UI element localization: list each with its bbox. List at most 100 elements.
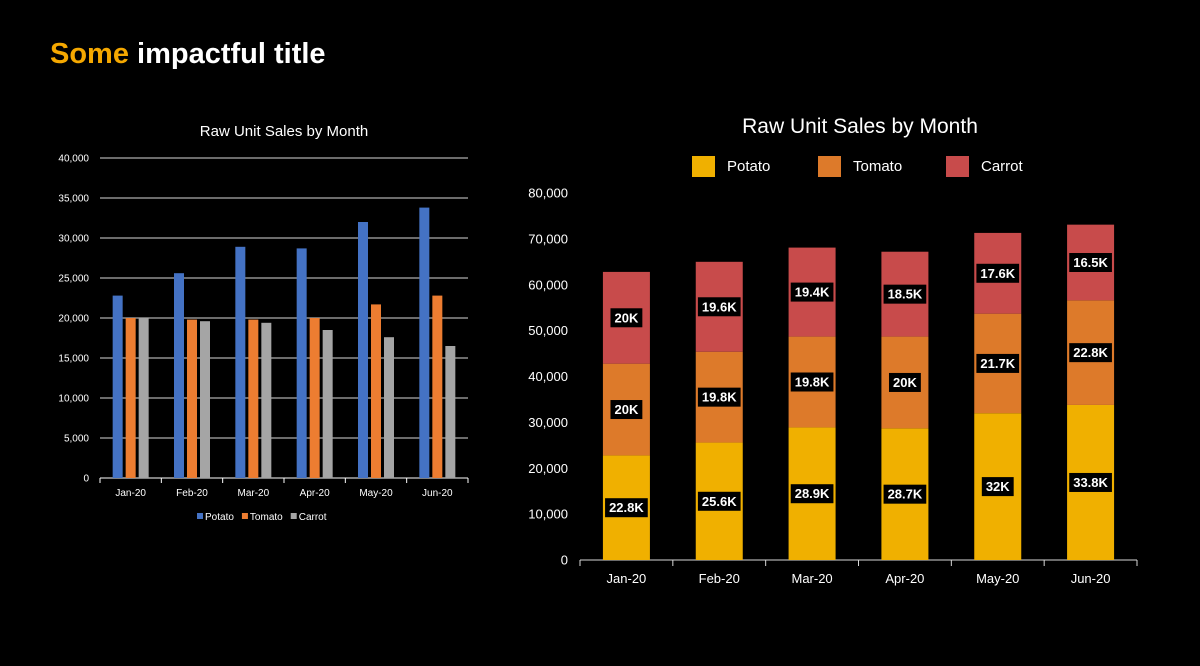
data-label: 28.7K: [883, 484, 927, 504]
data-label-text: 32K: [986, 479, 1010, 494]
left-x-tick-label: Jan-20: [115, 488, 146, 499]
data-label-text: 16.5K: [1073, 255, 1108, 270]
slide-title-rest: impactful title: [137, 38, 326, 70]
left-legend-label: Tomato: [250, 512, 283, 523]
right-y-tick-label: 10,000: [528, 507, 568, 522]
right-x-tick-label: May-20: [976, 571, 1019, 586]
left-x-tick-label: Jun-20: [422, 488, 453, 499]
right-y-tick-label: 70,000: [528, 231, 568, 246]
left-bar-potato: [296, 248, 307, 478]
data-label-background: [790, 372, 834, 392]
data-label-text: 22.8K: [1073, 345, 1108, 360]
left-bar-potato: [419, 207, 430, 478]
data-label-background: [1069, 472, 1112, 492]
left-bar-tomato: [309, 318, 320, 478]
right-x-tick-label: Feb-20: [699, 571, 740, 586]
right-legend-swatch-potato: [692, 156, 715, 177]
data-label-text: 20K: [893, 375, 917, 390]
left-x-tick-label: Feb-20: [176, 488, 208, 499]
left-x-tick-label: Apr-20: [300, 488, 330, 499]
left-bar-tomato: [371, 304, 381, 478]
left-bar-tomato: [248, 319, 259, 478]
left-bar-potato: [358, 222, 368, 478]
data-label: 19.6K: [697, 297, 741, 317]
right-y-tick-label: 80,000: [528, 186, 568, 201]
slide-title-accent: Some: [50, 38, 129, 70]
data-label-background: [883, 284, 927, 304]
left-bar-carrot: [445, 346, 456, 478]
data-label-background: [883, 484, 927, 504]
left-chart-title: Raw Unit Sales by Month: [200, 123, 368, 140]
left-y-tick-label: 5,000: [64, 434, 89, 445]
data-label: 21.7K: [976, 353, 1020, 373]
right-legend-label: Tomato: [853, 158, 902, 175]
data-label-background: [976, 263, 1020, 283]
data-label-text: 20K: [614, 310, 638, 325]
data-label-text: 22.8K: [609, 500, 644, 515]
left-legend-label: Carrot: [299, 512, 327, 523]
data-label-text: 28.7K: [888, 487, 923, 502]
data-label: 22.8K: [1069, 343, 1112, 363]
data-label-background: [610, 400, 643, 420]
right-y-tick-label: 0: [561, 553, 568, 568]
left-bar-potato: [112, 295, 123, 478]
right-legend-swatch-carrot: [946, 156, 969, 177]
data-label-background: [790, 484, 834, 504]
left-y-tick-label: 10,000: [58, 394, 89, 405]
left-legend-swatch-carrot: [290, 513, 297, 519]
data-label-background: [610, 308, 643, 328]
data-label: 20K: [610, 400, 643, 420]
left-legend-label: Potato: [205, 512, 234, 523]
left-bar-potato: [174, 273, 184, 478]
left-bar-tomato: [187, 319, 197, 478]
data-label: 19.8K: [790, 372, 834, 392]
data-label: 28.9K: [790, 484, 834, 504]
data-label: 19.4K: [790, 282, 834, 302]
right-chart-title: Raw Unit Sales by Month: [742, 115, 978, 138]
data-label-text: 18.5K: [888, 287, 923, 302]
data-label-text: 19.4K: [795, 285, 830, 300]
data-label: 18.5K: [883, 284, 927, 304]
data-label-text: 21.7K: [980, 356, 1015, 371]
data-label-background: [1069, 343, 1112, 363]
data-label-text: 25.6K: [702, 494, 737, 509]
data-label: 33.8K: [1069, 472, 1112, 492]
data-label-background: [888, 372, 921, 392]
left-legend-swatch-potato: [197, 513, 203, 519]
left-bar-carrot: [322, 330, 333, 478]
left-bar-carrot: [261, 322, 272, 478]
data-label-background: [981, 477, 1014, 497]
right-y-tick-label: 50,000: [528, 323, 568, 338]
left-y-tick-label: 40,000: [58, 154, 89, 165]
data-label: 20K: [610, 308, 643, 328]
data-label: 17.6K: [976, 263, 1020, 283]
left-x-tick-label: May-20: [359, 488, 393, 499]
left-y-tick-label: 30,000: [58, 234, 89, 245]
right-y-tick-label: 60,000: [528, 277, 568, 292]
data-label-text: 19.8K: [795, 375, 830, 390]
right-x-tick-label: Jan-20: [607, 571, 647, 586]
data-label: 16.5K: [1069, 253, 1112, 273]
data-label: 22.8K: [605, 498, 648, 518]
data-label-background: [1069, 253, 1112, 273]
data-label-background: [697, 387, 741, 407]
left-y-tick-label: 25,000: [58, 274, 89, 285]
left-bar-carrot: [384, 337, 394, 478]
data-label-background: [605, 498, 648, 518]
left-y-tick-label: 20,000: [58, 314, 89, 325]
right-x-tick-label: Apr-20: [885, 571, 924, 586]
data-label-text: 20K: [614, 402, 638, 417]
data-label-text: 19.6K: [702, 299, 737, 314]
left-bar-carrot: [200, 321, 210, 478]
left-bar-carrot: [138, 318, 149, 478]
left-y-tick-label: 15,000: [58, 354, 89, 365]
data-label: 19.8K: [697, 387, 741, 407]
left-bar-potato: [235, 246, 246, 478]
data-label: 32K: [981, 477, 1014, 497]
data-label-text: 28.9K: [795, 486, 830, 501]
right-legend-label: Carrot: [981, 158, 1024, 175]
data-label-background: [697, 297, 741, 317]
right-y-tick-label: 40,000: [528, 369, 568, 384]
